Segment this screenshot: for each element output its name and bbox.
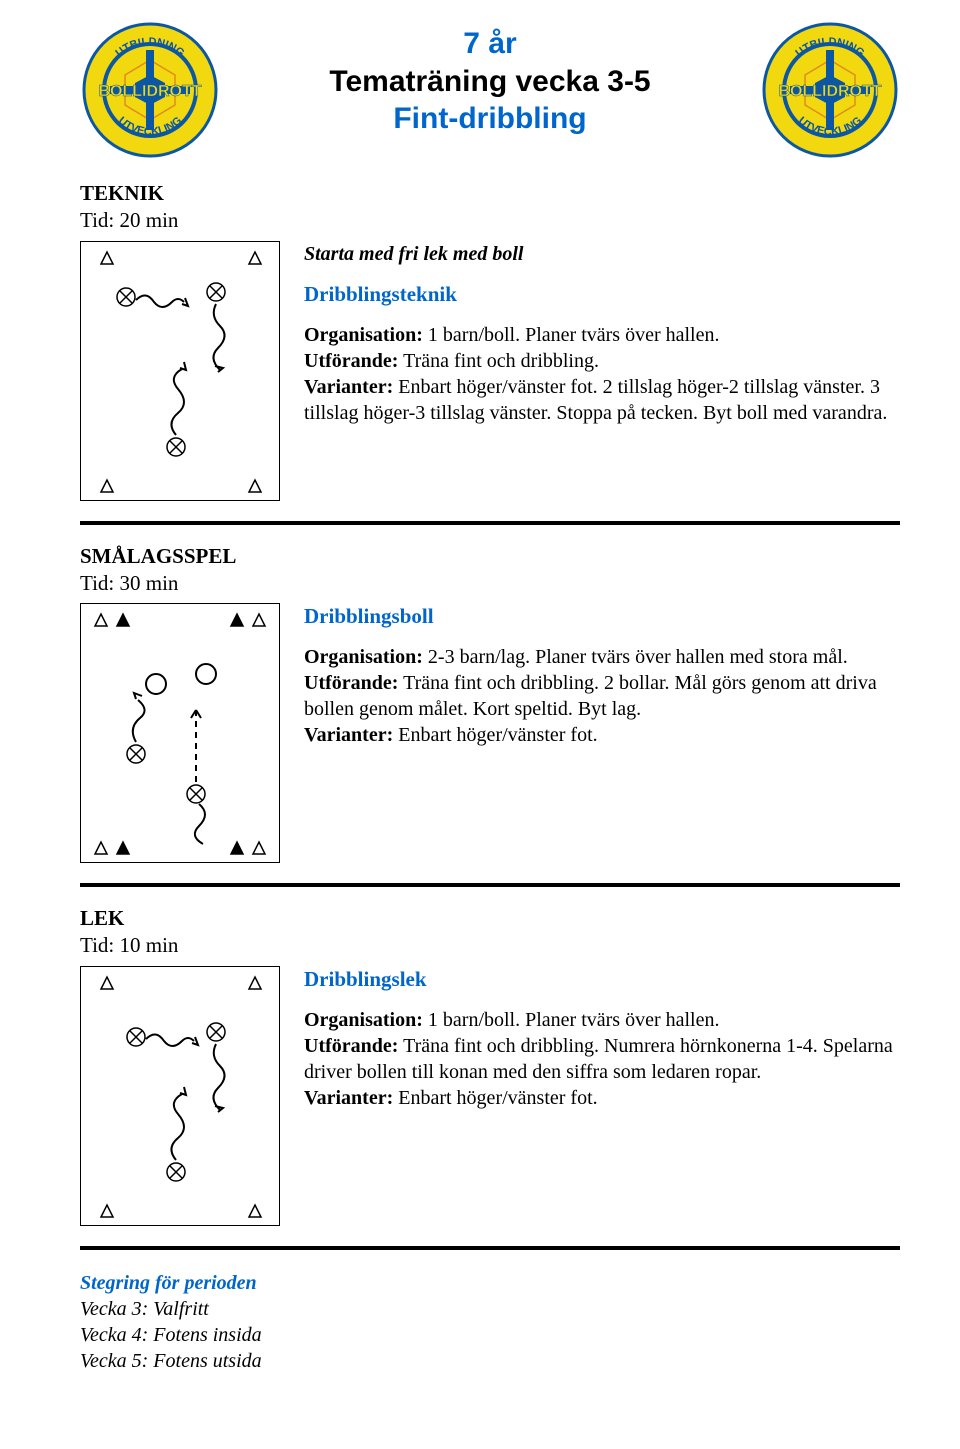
section-text: Dribblingsboll Organisation: 2-3 barn/la…	[304, 603, 900, 748]
divider	[80, 883, 900, 887]
svg-text:BOLLIDROTT: BOLLIDROTT	[778, 83, 881, 100]
subtitle: Dribblingsteknik	[304, 281, 900, 308]
body-line: Organisation: 1 barn/boll. Planer tvärs …	[304, 1007, 900, 1033]
section-header: LEK Tid: 10 min	[80, 905, 900, 960]
footer-line: Vecka 3: Valfritt	[80, 1296, 900, 1322]
diagram-smalagsspel	[80, 603, 280, 863]
page-header: UTBILDNING UTVECKLING BOLLIDROTT 7 år Te…	[80, 20, 900, 160]
divider	[80, 1246, 900, 1250]
footer: Stegring för perioden Vecka 3: Valfritt …	[80, 1270, 900, 1374]
diagram-teknik	[80, 241, 280, 501]
section-title: LEK	[80, 906, 124, 930]
section-time: Tid: 30 min	[80, 571, 178, 595]
diagram-lek	[80, 966, 280, 1226]
title-line-1: 7 år	[220, 25, 760, 63]
section-text: Starta med fri lek med boll Dribblingste…	[304, 241, 900, 426]
subtitle: Dribblingsboll	[304, 603, 900, 630]
subtitle: Dribblingslek	[304, 966, 900, 993]
section-time: Tid: 10 min	[80, 933, 178, 957]
intro-line: Starta med fri lek med boll	[304, 241, 900, 267]
section-teknik: TEKNIK Tid: 20 min	[80, 180, 900, 501]
section-title: SMÅLAGSSPEL	[80, 544, 236, 568]
svg-text:BOLLIDROTT: BOLLIDROTT	[98, 83, 201, 100]
title-block: 7 år Tematräning vecka 3-5 Fint-dribblin…	[220, 20, 760, 138]
divider	[80, 521, 900, 525]
logo-left: UTBILDNING UTVECKLING BOLLIDROTT	[80, 20, 220, 160]
title-line-2: Tematräning vecka 3-5	[220, 63, 760, 101]
body-line: Utförande: Träna fint och dribbling.	[304, 348, 900, 374]
section-text: Dribblingslek Organisation: 1 barn/boll.…	[304, 966, 900, 1111]
body-line: Varianter: Enbart höger/vänster fot. 2 t…	[304, 374, 900, 426]
footer-title: Stegring för perioden	[80, 1270, 900, 1296]
body-line: Utförande: Träna fint och dribbling. 2 b…	[304, 670, 900, 722]
section-smalagsspel: SMÅLAGSSPEL Tid: 30 min	[80, 543, 900, 864]
body-line: Varianter: Enbart höger/vänster fot.	[304, 722, 900, 748]
section-lek: LEK Tid: 10 min	[80, 905, 900, 1226]
body-line: Organisation: 2-3 barn/lag. Planer tvärs…	[304, 644, 900, 670]
logo-right: UTBILDNING UTVECKLING BOLLIDROTT	[760, 20, 900, 160]
footer-line: Vecka 5: Fotens utsida	[80, 1348, 900, 1374]
section-time: Tid: 20 min	[80, 208, 178, 232]
section-header: SMÅLAGSSPEL Tid: 30 min	[80, 543, 900, 598]
body-line: Utförande: Träna fint och dribbling. Num…	[304, 1033, 900, 1085]
section-header: TEKNIK Tid: 20 min	[80, 180, 900, 235]
footer-line: Vecka 4: Fotens insida	[80, 1322, 900, 1348]
body-line: Varianter: Enbart höger/vänster fot.	[304, 1085, 900, 1111]
body-line: Organisation: 1 barn/boll. Planer tvärs …	[304, 322, 900, 348]
section-title: TEKNIK	[80, 181, 164, 205]
title-line-3: Fint-dribbling	[220, 100, 760, 138]
